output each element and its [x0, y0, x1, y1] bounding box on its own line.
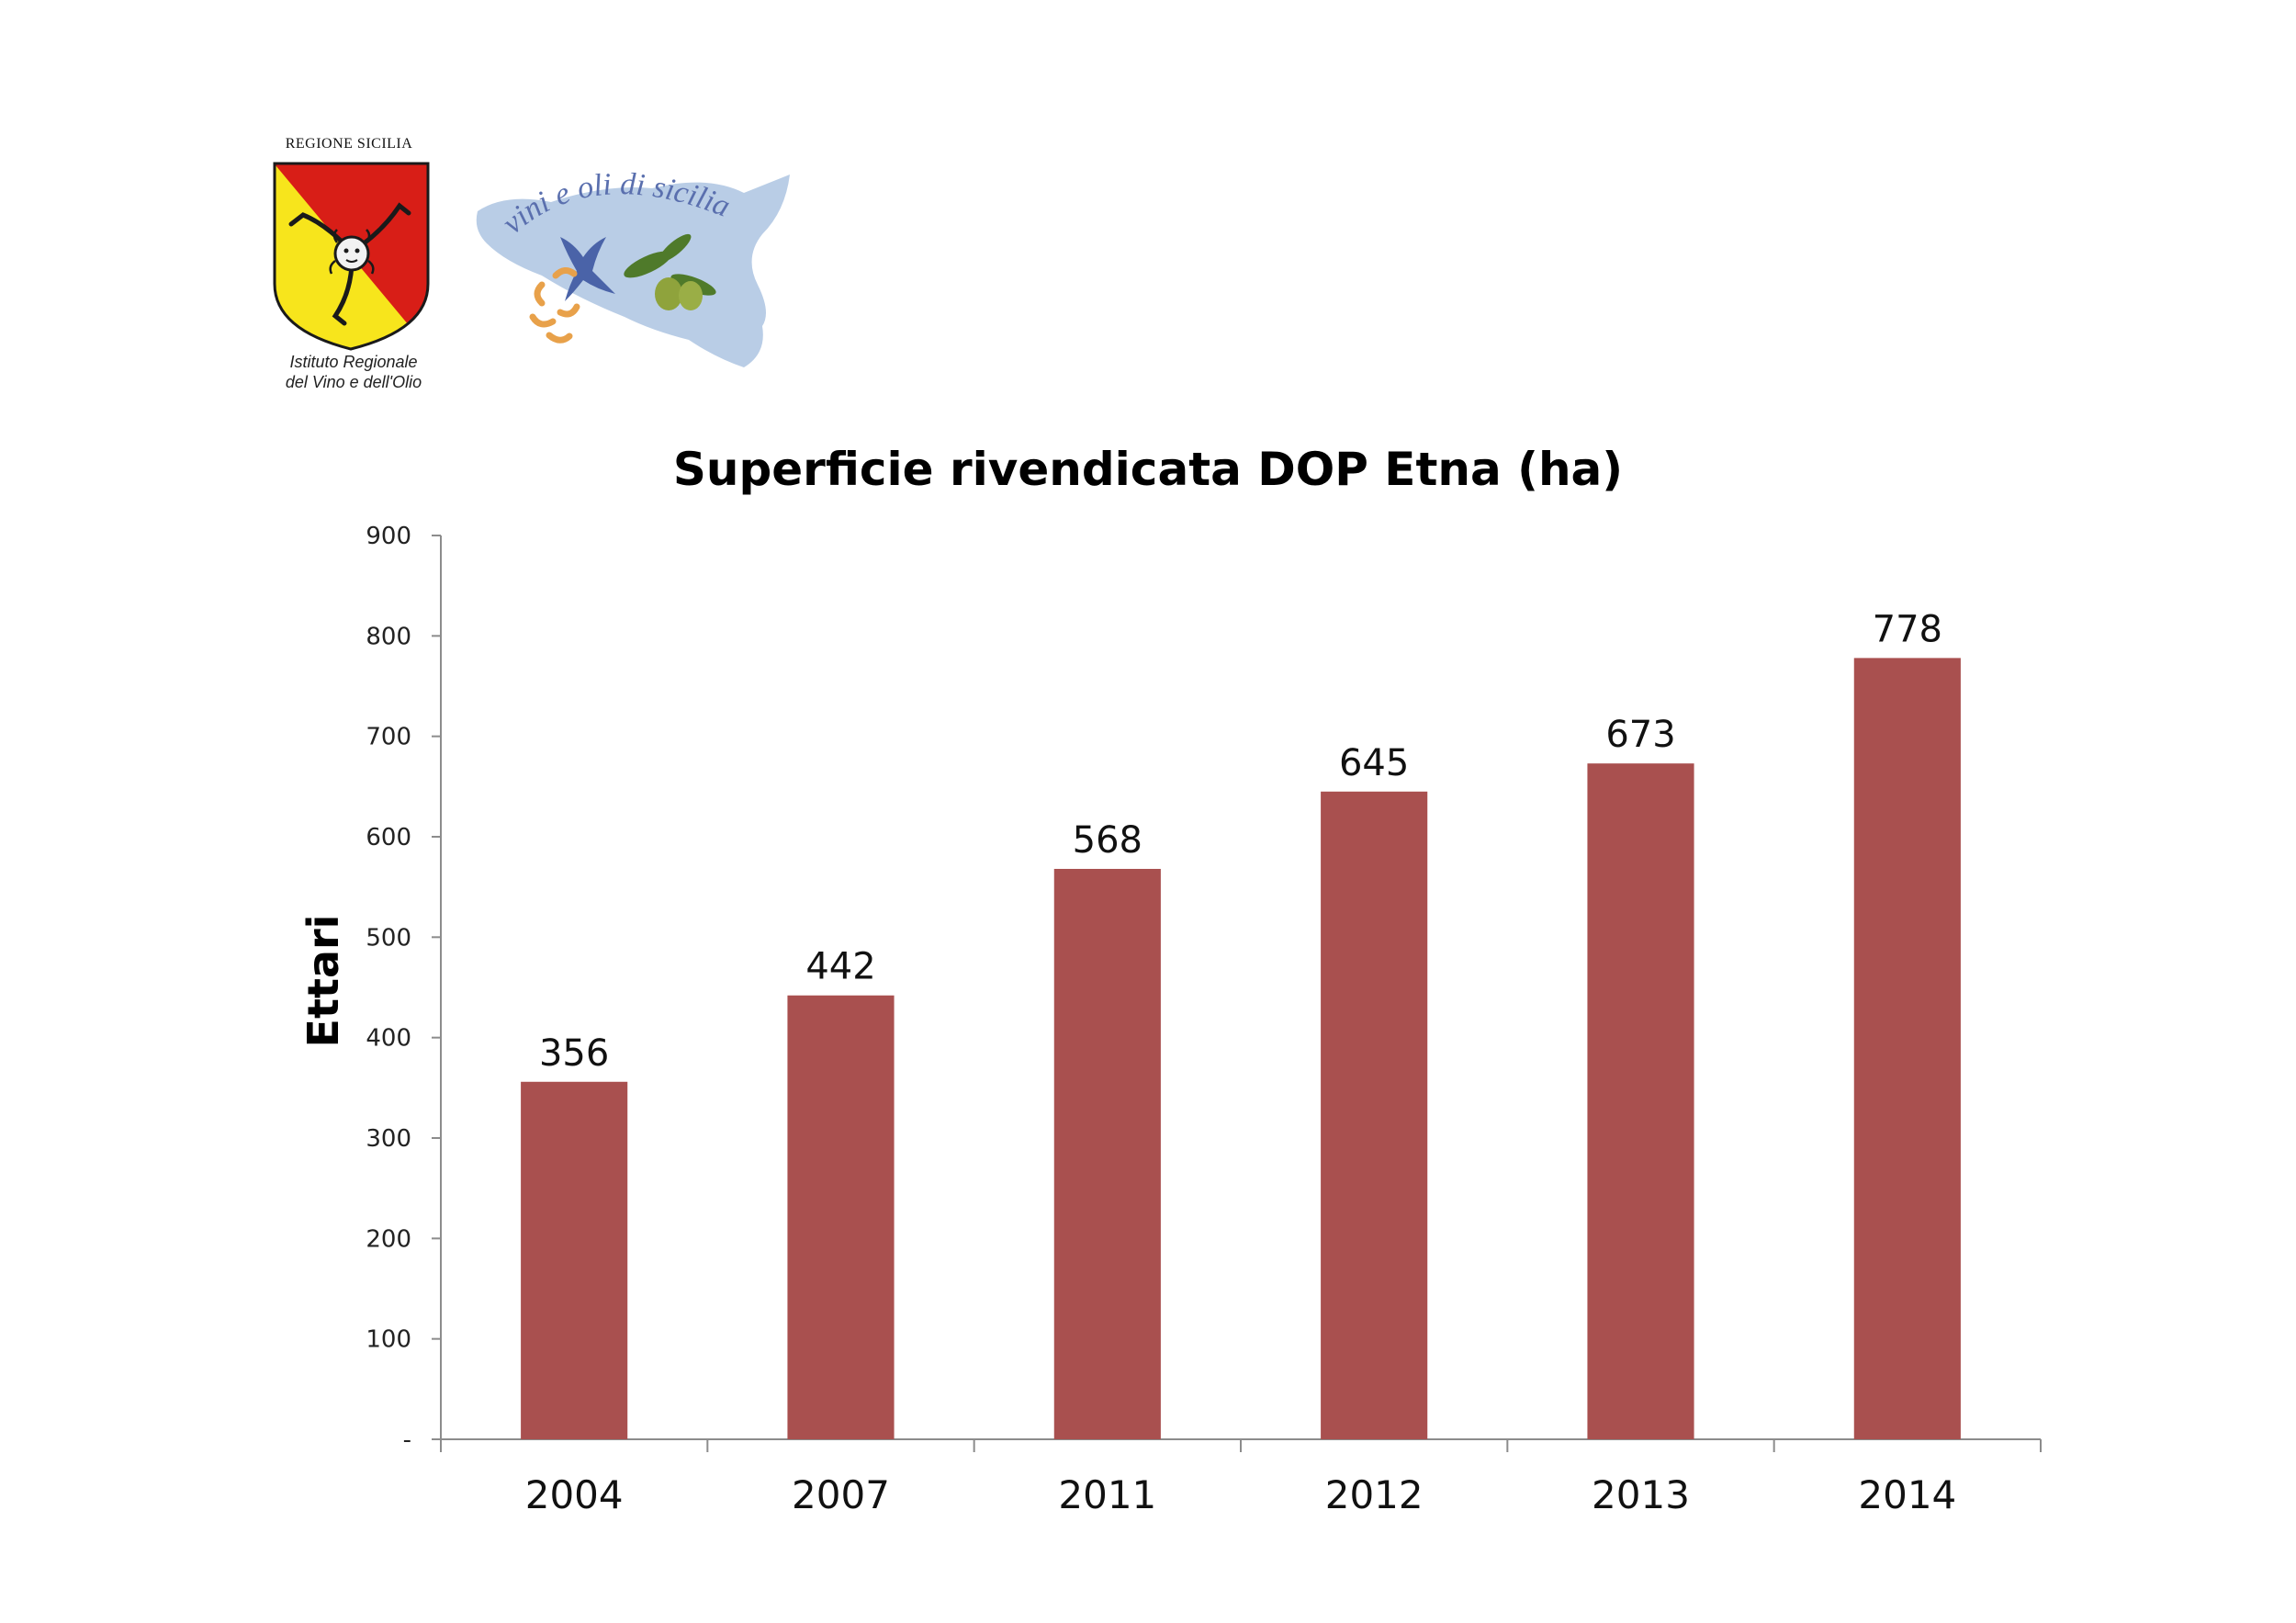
x-tick-label: 2014: [1858, 1472, 1956, 1517]
y-tick-label: 600: [366, 824, 411, 851]
x-tick-label: 2013: [1592, 1472, 1690, 1517]
regione-sicilia-title: REGIONE SICILIA: [285, 136, 413, 152]
x-tick-label: 2011: [1058, 1472, 1156, 1517]
y-tick-label: 800: [366, 623, 411, 650]
bar-chart: Superficie rivendicata DOP Etna (ha) Ett…: [0, 404, 2296, 1623]
y-tick-label: 500: [366, 924, 411, 952]
y-axis-label: Ettari: [298, 915, 348, 1048]
chart-title: Superficie rivendicata DOP Etna (ha): [672, 443, 1624, 496]
y-tick-label: 100: [366, 1326, 411, 1354]
regione-sicilia-logo: REGIONE SICILIA: [262, 136, 445, 402]
bar: [521, 1081, 628, 1439]
x-tick-label: 2012: [1325, 1472, 1424, 1517]
y-tick-label: 900: [366, 523, 411, 550]
data-label: 442: [805, 946, 875, 988]
olive-fruit-icon: [655, 277, 682, 310]
istituto-subtitle-line2: del Vino e dell'Olio: [285, 373, 422, 391]
trinacria-shield-icon: [273, 162, 430, 351]
data-label: 778: [1873, 608, 1942, 650]
bar: [1321, 791, 1428, 1439]
bar: [1587, 763, 1694, 1439]
olive-fruit-icon: [679, 281, 703, 310]
olive-leaf-icon: [658, 233, 692, 263]
vini-e-oli-di-sicilia-logo: vini e oli di sicilia: [476, 167, 790, 367]
y-tick-label: 200: [366, 1225, 411, 1253]
y-tick-label: 400: [366, 1025, 411, 1053]
logo-area: REGIONE SICILIA: [0, 0, 2296, 423]
data-label: 356: [539, 1032, 609, 1075]
orange-petals-icon: [529, 267, 580, 344]
y-tick-label: 300: [366, 1125, 411, 1153]
x-tick-label: 2004: [525, 1472, 624, 1517]
data-label: 645: [1339, 742, 1409, 784]
grape-symbol-icon: [560, 237, 615, 301]
bar: [787, 995, 895, 1439]
data-label: 568: [1073, 819, 1142, 862]
y-tick-label: -: [403, 1426, 411, 1454]
bar: [1853, 658, 1961, 1439]
bar: [1053, 868, 1161, 1439]
istituto-subtitle-line1: Istituto Regionale: [289, 353, 418, 371]
data-label: 673: [1605, 714, 1675, 756]
y-tick-label: 700: [366, 724, 411, 751]
x-tick-label: 2007: [792, 1472, 890, 1517]
chart-plot: Ettari - 100 200 300 400 500 600 700 800 900 356 2…: [298, 523, 2042, 1517]
